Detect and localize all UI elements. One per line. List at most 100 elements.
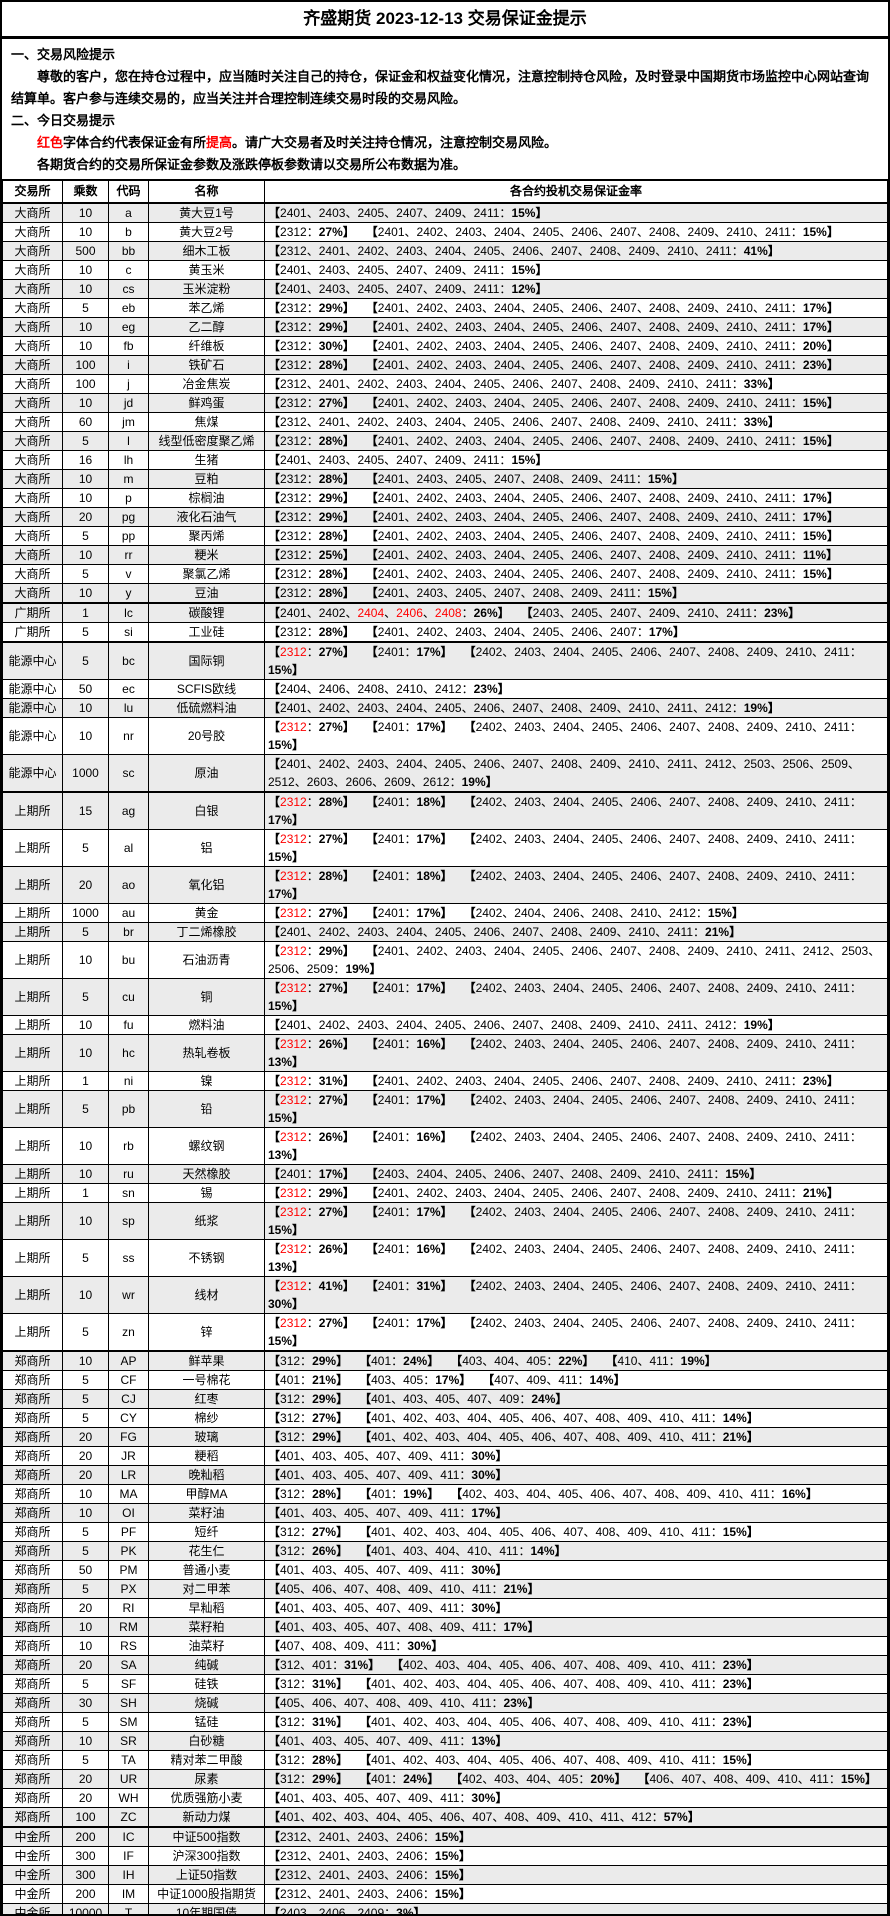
exchange-cell: 大商所	[2, 317, 63, 337]
bracket-close: 】	[336, 1525, 349, 1539]
bracket-open: 【	[268, 1677, 281, 1691]
bracket-close: 】	[342, 906, 355, 920]
contract-month: 2406	[571, 358, 599, 372]
margin-rate-value: 33%	[743, 377, 768, 391]
name-cell: 鲜鸡蛋	[148, 393, 265, 413]
contract-month: 2404	[493, 339, 521, 353]
name-cell: 热轧卷板	[148, 1034, 265, 1072]
name-cell: 聚氯乙烯	[148, 564, 265, 584]
contract-month: 411	[691, 1525, 711, 1539]
multiplier-cell: 100	[62, 355, 109, 375]
contract-month: 2404	[434, 244, 462, 258]
contract-month: 2406	[512, 415, 540, 429]
contract-month: 2411	[824, 795, 850, 809]
bracket-open: 【	[268, 1620, 281, 1634]
multiplier-cell: 10	[62, 1617, 109, 1637]
margin-rate-value: 27%	[318, 832, 343, 846]
rates-cell: 【2401、2402、2403、2404、2405、2406、2407、2408…	[264, 754, 888, 793]
bracket-open: 【	[268, 1525, 281, 1539]
bracket-open: 【	[268, 1074, 281, 1088]
contract-month: 2403	[318, 282, 346, 296]
contract-month: 2408	[589, 244, 617, 258]
rates-cell: 【2312：26%】 【2401：16%】 【2402、2403、2404、2405…	[264, 1239, 888, 1277]
contract-month: 2509	[306, 962, 334, 976]
name-cell: 纯碱	[148, 1655, 265, 1675]
bracket-open: 【	[268, 491, 281, 505]
rates-cell: 【2312：27%】 【2401：17%】 【2402、2403、2404、2405…	[264, 829, 888, 867]
contract-month: 2404	[416, 1167, 444, 1181]
exchange-cell: 大商所	[2, 412, 63, 432]
multiplier-cell: 50	[62, 679, 109, 699]
bracket-close: 】	[342, 510, 355, 524]
bracket-close: 】	[342, 625, 355, 639]
exchange-cell: 大商所	[2, 222, 63, 242]
table-row: 中金所 200 IC 中证500指数 【2312、2401、2403、2406：15%】	[2, 1826, 888, 1847]
multiplier-cell: 15	[62, 791, 109, 830]
margin-rate-value: 28%	[318, 625, 343, 639]
multiplier-cell: 10	[62, 717, 109, 755]
multiplier-cell: 200	[62, 1826, 109, 1847]
contract-month: 2404	[553, 1037, 580, 1051]
bracket-close: 】	[527, 1582, 540, 1596]
contract-month: 405	[344, 1791, 365, 1805]
bracket-close: 】	[788, 606, 801, 620]
table-row: 郑商所 100 ZC 新动力煤 【401、402、403、404、405、406、407…	[2, 1807, 888, 1828]
contract-month: 2408	[589, 415, 617, 429]
multiplier-cell: 10	[62, 1503, 109, 1523]
contract-month: 2405	[473, 244, 501, 258]
bracket-close: 】	[292, 1148, 305, 1162]
margin-rate-value: 24%	[403, 1354, 428, 1368]
code-cell: j	[108, 374, 149, 394]
contract-month: 410	[467, 1544, 488, 1558]
bracket-close: 】	[458, 1868, 471, 1882]
contract-month: 2408	[707, 1316, 735, 1330]
contract-month: 2410	[726, 320, 753, 334]
code-cell: RS	[108, 1636, 149, 1656]
contract-month: 2404	[396, 757, 423, 771]
contract-month: 411	[440, 1468, 460, 1482]
contract-month: 2406	[630, 832, 658, 846]
bracket-open: 【	[463, 906, 476, 920]
contract-month: 2406	[512, 244, 540, 258]
bracket-open: 【	[463, 720, 476, 734]
bracket-open: 【	[605, 1354, 618, 1368]
contract-month: 403	[371, 1373, 392, 1387]
code-cell: TA	[108, 1750, 149, 1770]
bracket-open: 【	[365, 567, 378, 581]
table-row: 中金所 300 IH 上证50指数 【2312、2401、2403、2406：15%】	[2, 1865, 888, 1885]
bracket-open: 【	[268, 925, 281, 939]
bracket-close: 】	[554, 1544, 567, 1558]
contract-month: 2407	[610, 548, 637, 562]
code-cell: al	[108, 829, 149, 867]
contract-month: 2403	[514, 645, 541, 659]
bracket-close: 】	[826, 396, 839, 410]
margin-rate-value: 28%	[318, 434, 343, 448]
bracket-open: 【	[268, 795, 281, 809]
contract-month: 2406	[571, 491, 599, 505]
contract-month: 2409	[687, 510, 715, 524]
bracket-close: 】	[671, 586, 684, 600]
contract-month: 2410	[396, 682, 423, 696]
contract-month: 2410	[726, 491, 753, 505]
bracket-open: 【	[268, 1696, 281, 1710]
table-row: 上期所 5 pb 铅【2312：27%】 【2401：17%】 【2402、2403、24…	[2, 1090, 888, 1128]
contract-month: 406	[590, 1487, 611, 1501]
name-cell: 锡	[148, 1183, 265, 1203]
exchange-cell: 上期所	[2, 791, 63, 830]
bracket-close: 】	[292, 1223, 305, 1237]
code-cell: lh	[108, 450, 149, 470]
contract-month: 2405	[434, 757, 462, 771]
contract-month: 410	[617, 1354, 638, 1368]
contract-month: 2401	[377, 301, 405, 315]
name-cell: 10年期国债	[148, 1903, 265, 1914]
contract-month: 408	[595, 1411, 616, 1425]
contract-month: 407	[344, 1582, 365, 1596]
contract-month: 2312	[280, 567, 307, 581]
table-row: 郑商所 50 PM 普通小麦 【401、403、405、407、409、411：30%】	[2, 1560, 888, 1580]
contract-month: 2411	[764, 320, 791, 334]
contract-month: 2406	[630, 1093, 658, 1107]
contract-month: 2401	[377, 981, 405, 995]
bracket-open: 【	[463, 1130, 476, 1144]
table-row: 郑商所 20 FG 玻璃 【312：29%】 【401、402、403、404、405、4…	[2, 1427, 888, 1447]
bracket-close: 】	[342, 567, 355, 581]
